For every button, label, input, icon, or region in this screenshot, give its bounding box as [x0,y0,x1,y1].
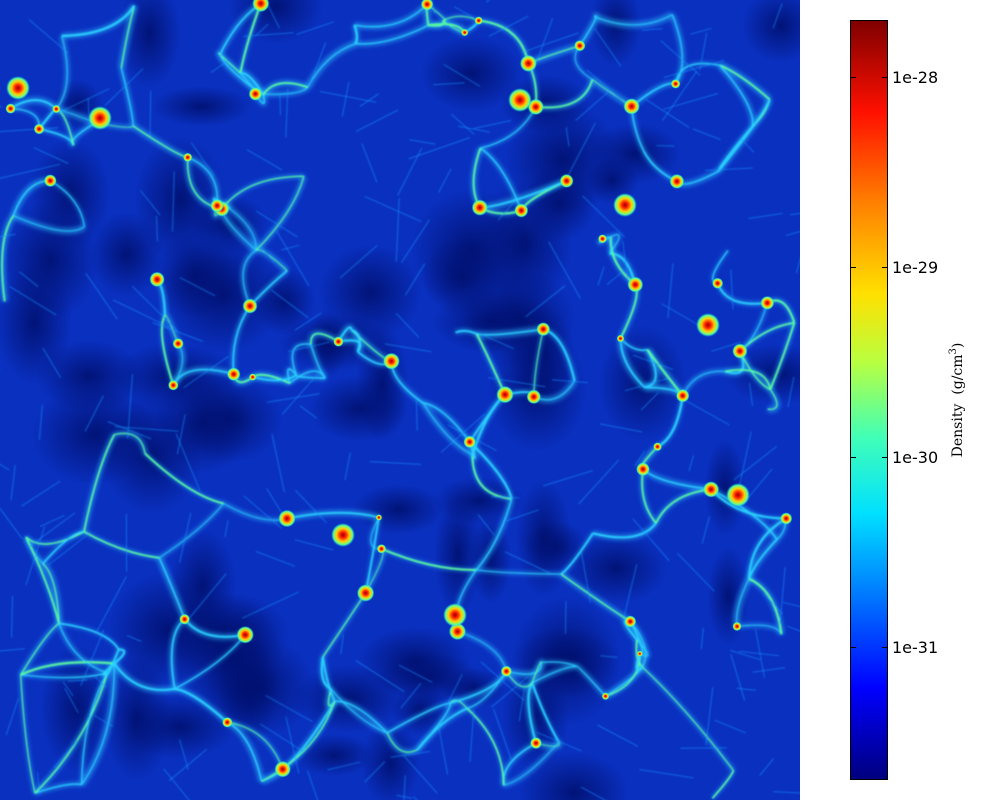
colorbar-tick-label: 1e-31 [892,638,939,657]
colorbar-tick-label: 1e-30 [892,448,939,467]
colorbar-label-unit-open: (g/cm [949,354,966,395]
density-slice-image [0,0,800,800]
cosmic-web-field [0,0,800,800]
colorbar-label-quantity: Density [949,403,966,458]
colorbar [850,20,888,780]
colorbar-label-unit-exp: 3 [948,348,960,355]
colorbar-label: Density (g/cm3) [948,343,966,458]
colorbar-tick-label: 1e-29 [892,258,939,277]
colorbar-label-unit-close: ) [949,342,966,349]
colorbar-tick-label: 1e-28 [892,68,939,87]
